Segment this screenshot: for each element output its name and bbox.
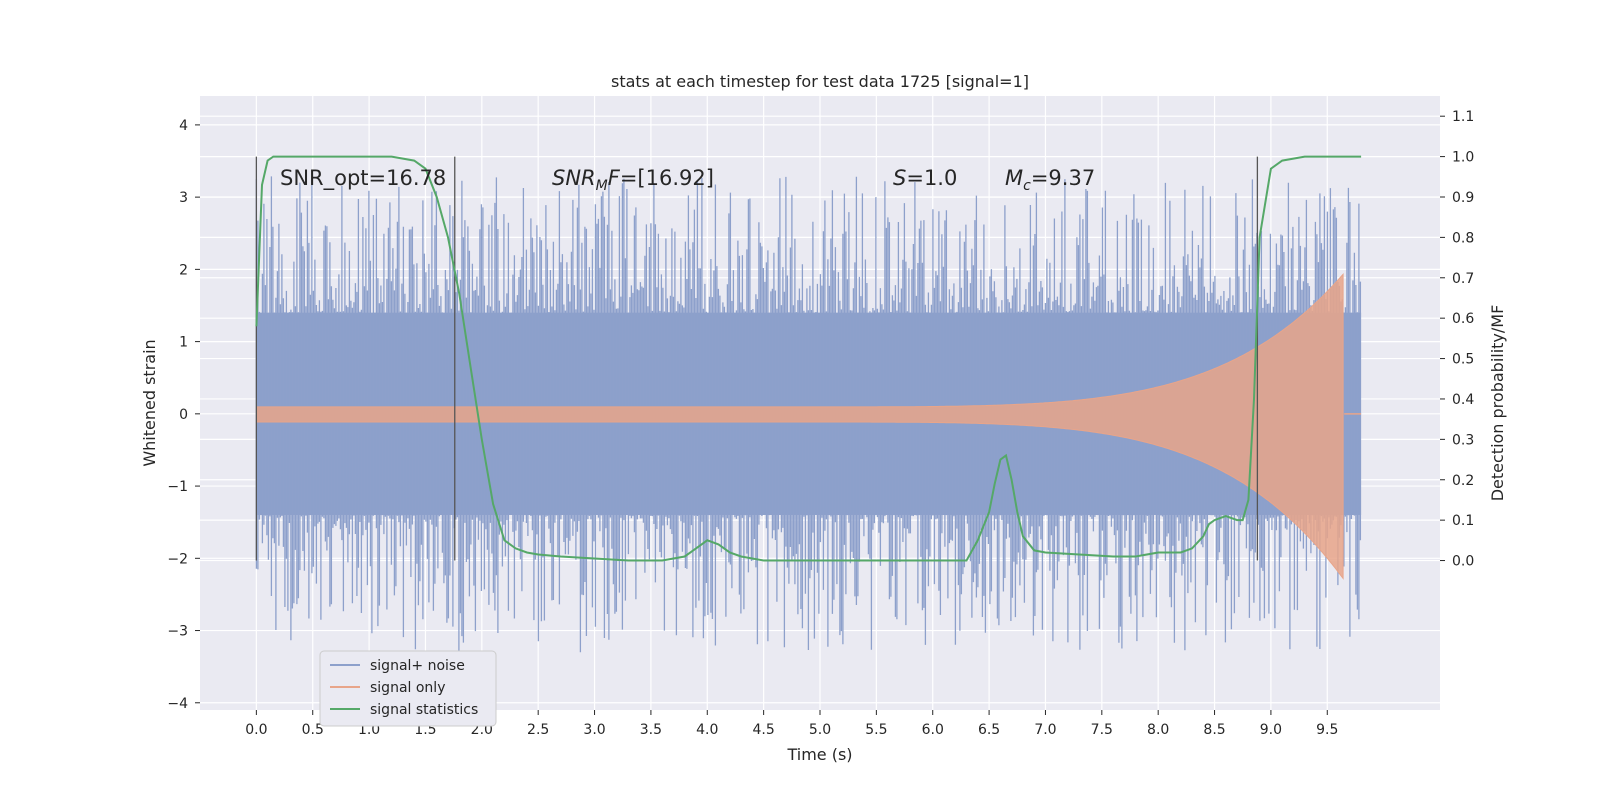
annotation-snr-opt: SNR_opt=16.78 <box>280 166 446 191</box>
y-right-tick-label: 0.5 <box>1452 352 1474 368</box>
y-left-tick-label: 1 <box>179 335 188 351</box>
x-tick-label: 4.0 <box>696 722 718 738</box>
x-tick-label: 7.0 <box>1034 722 1056 738</box>
y-left-tick-label: 3 <box>179 190 188 206</box>
legend-label-statistics: signal statistics <box>370 702 478 718</box>
signal-envelope <box>255 273 1344 580</box>
x-tick-label: 6.5 <box>978 722 1000 738</box>
annotation-s: S=1.0 <box>893 166 957 190</box>
annotation-snr-mf: SNRMF=[16.92] <box>552 166 714 194</box>
y-right-tick-label: 0.1 <box>1452 513 1474 529</box>
x-axis-label: Time (s) <box>786 745 852 764</box>
y-axis-right-label: Detection probability/MF <box>1488 305 1507 502</box>
y-axis-left-label: Whitened strain <box>140 339 159 466</box>
annotation-mc: Mc=9.37 <box>1005 166 1095 194</box>
x-tick-label: 4.5 <box>753 722 775 738</box>
y-right-tick-label: 1.0 <box>1452 150 1474 166</box>
x-tick-label: 5.0 <box>809 722 831 738</box>
y-right-tick-label: 0.6 <box>1452 311 1474 327</box>
y-right-tick-label: 0.3 <box>1452 432 1474 448</box>
statistics-series <box>255 155 1362 562</box>
y-right-tick-label: 0.7 <box>1452 271 1474 287</box>
y-axis-left: 4 3 2 1 0 −1 −2 −3 −4 <box>167 118 200 712</box>
x-tick-label: 8.5 <box>1203 722 1225 738</box>
x-tick-label: 0.5 <box>302 722 324 738</box>
y-right-tick-label: 0.2 <box>1452 473 1474 489</box>
legend-label-noise: signal+ noise <box>370 658 465 674</box>
signal-series <box>255 273 1362 580</box>
x-tick-label: 5.5 <box>865 722 887 738</box>
y-left-tick-label: 2 <box>179 262 188 278</box>
x-tick-label: 0.0 <box>245 722 267 738</box>
chart-title: stats at each timestep for test data 172… <box>611 72 1029 91</box>
x-tick-label: 3.5 <box>640 722 662 738</box>
legend: signal+ noise signal only signal statist… <box>319 650 497 727</box>
y-right-tick-label: 0.4 <box>1452 392 1474 408</box>
y-right-tick-label: 1.1 <box>1452 109 1474 125</box>
x-tick-label: 7.5 <box>1091 722 1113 738</box>
y-right-tick-label: 0.0 <box>1452 554 1474 570</box>
x-tick-label: 9.5 <box>1316 722 1338 738</box>
x-tick-label: 8.0 <box>1147 722 1169 738</box>
y-right-tick-label: 0.8 <box>1452 230 1474 246</box>
y-left-tick-label: −3 <box>167 624 188 640</box>
y-axis-right: 1.1 1.0 0.9 0.8 0.7 0.6 0.5 0.4 0.3 0.2 0.1 0.0 <box>1440 109 1474 570</box>
y-left-tick-label: −4 <box>167 696 188 712</box>
x-tick-label: 3.0 <box>583 722 605 738</box>
vertical-markers <box>255 156 1259 561</box>
y-left-tick-label: −1 <box>167 479 188 495</box>
legend-label-signal: signal only <box>370 680 445 696</box>
x-tick-label: 6.0 <box>922 722 944 738</box>
legend-box <box>319 650 497 727</box>
x-tick-label: 2.5 <box>527 722 549 738</box>
x-tick-label: 9.0 <box>1260 722 1282 738</box>
x-axis: 0.0 0.5 1.0 1.5 2.0 2.5 3.0 3.5 4.0 4.5 5.0 5.5 6.0 6… <box>245 710 1338 738</box>
y-left-tick-label: −2 <box>167 551 188 567</box>
y-left-tick-label: 0 <box>179 407 188 423</box>
statistics-line <box>255 155 1362 562</box>
y-left-tick-label: 4 <box>179 118 188 134</box>
y-right-tick-label: 0.9 <box>1452 190 1474 206</box>
